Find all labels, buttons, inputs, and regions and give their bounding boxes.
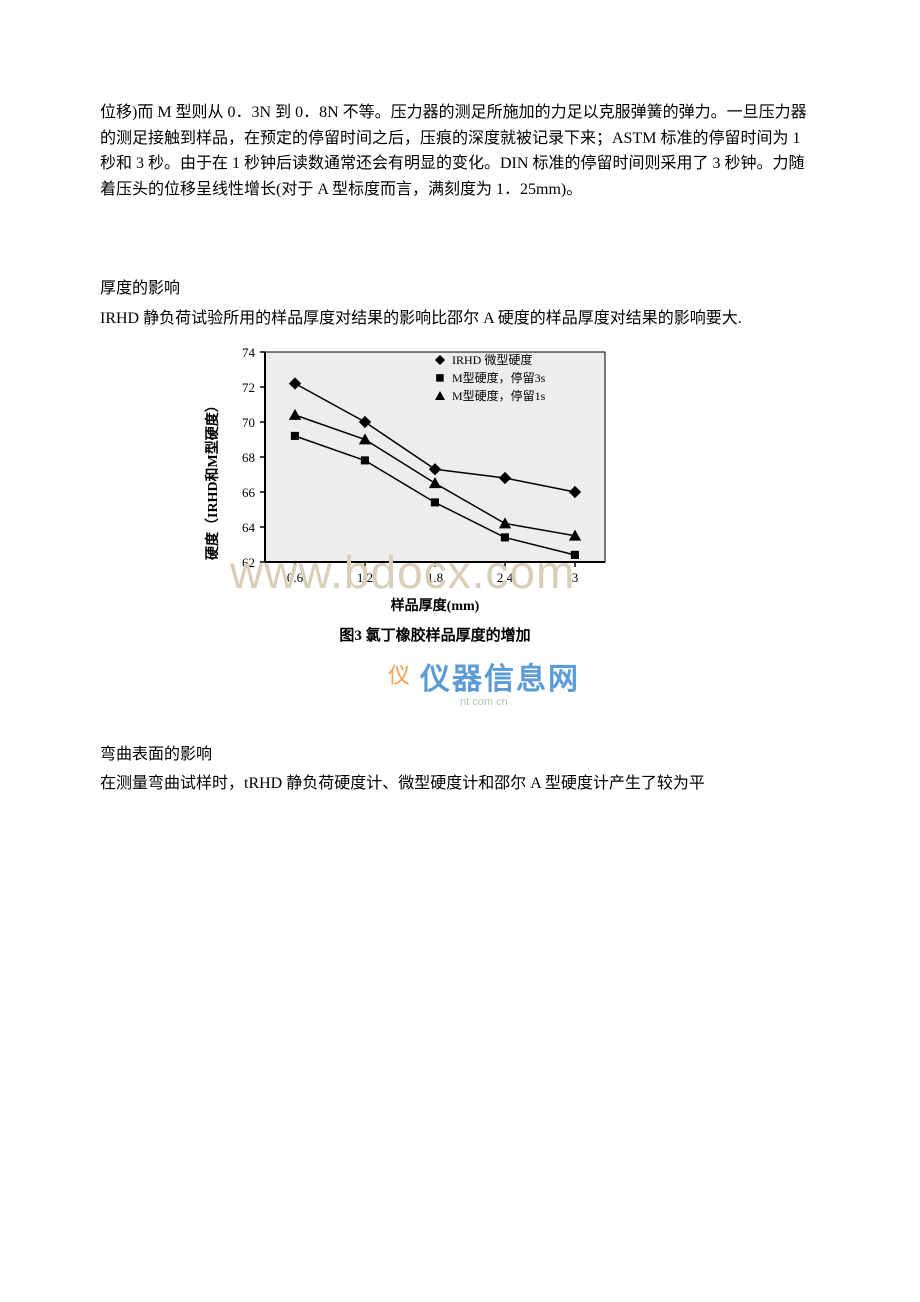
section-title-curved: 弯曲表面的影响 [100, 742, 820, 768]
section-title-thickness: 厚度的影响 [100, 276, 820, 302]
chart-figure-3: 62 64 66 68 70 72 74 0.6 1.2 1.8 2.4 3 硬度（IRHD和M型硬度）… [180, 342, 660, 692]
paragraph-1: 位移)而 M 型则从 0．3N 到 0．8N 不等。压力器的测足所施加的力足以克… [100, 100, 820, 202]
svg-text:图3 氯丁橡胶样品厚度的增加: 图3 氯丁橡胶样品厚度的增加 [339, 626, 530, 644]
svg-text:M型硬度，停留1s: M型硬度，停留1s [452, 388, 546, 403]
paragraph-2: IRHD 静负荷试验所用的样品厚度对结果的影响比邵尔 A 硬度的样品厚度对结果的… [100, 306, 820, 332]
svg-text:硬度（IRHD和M型硬度）: 硬度（IRHD和M型硬度） [204, 398, 221, 560]
chart-svg: 62 64 66 68 70 72 74 0.6 1.2 1.8 2.4 3 硬度（IRHD和M型硬度）… [180, 342, 660, 692]
svg-text:3: 3 [572, 570, 579, 585]
svg-text:2.4: 2.4 [497, 570, 514, 585]
paragraph-3: 在测量弯曲试样时，tRHD 静负荷硬度计、微型硬度计和邵尔 A 型硬度计产生了较… [100, 771, 820, 797]
svg-text:74: 74 [242, 345, 256, 360]
svg-text:64: 64 [242, 520, 256, 535]
svg-text:IRHD 微型硬度: IRHD 微型硬度 [452, 352, 532, 367]
svg-text:样品厚度(mm): 样品厚度(mm) [391, 597, 480, 614]
svg-text:1.8: 1.8 [427, 570, 443, 585]
svg-text:0.6: 0.6 [287, 570, 304, 585]
svg-text:70: 70 [242, 415, 255, 430]
gap-2 [100, 702, 820, 742]
gap-1 [100, 206, 820, 276]
svg-text:1.2: 1.2 [357, 570, 373, 585]
svg-text:62: 62 [242, 555, 255, 570]
svg-text:68: 68 [242, 450, 255, 465]
svg-text:72: 72 [242, 380, 255, 395]
svg-text:66: 66 [242, 485, 256, 500]
svg-text:M型硬度，停留3s: M型硬度，停留3s [452, 370, 546, 385]
